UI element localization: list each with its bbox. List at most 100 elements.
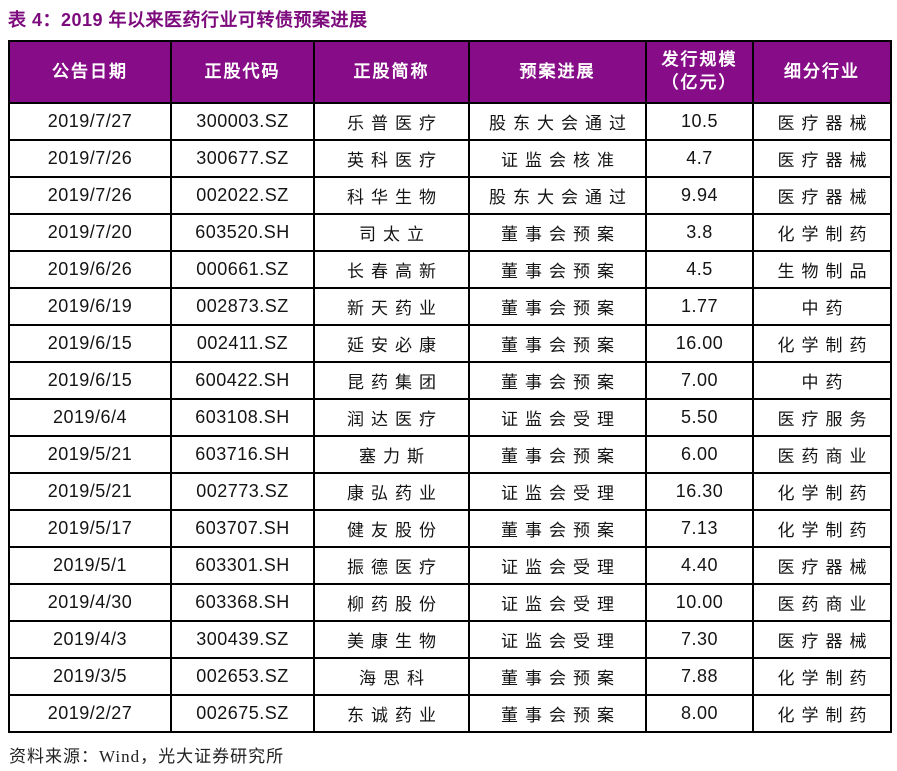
table-row: 2019/2/27 002675.SZ 东诚药业 董事会预案 8.00 化学制药 xyxy=(8,694,892,733)
cell-industry: 生物制品 xyxy=(752,250,892,289)
cell-stock-name: 英科医疗 xyxy=(313,139,470,178)
cell-progress: 董事会预案 xyxy=(468,324,647,363)
cell-progress: 证监会受理 xyxy=(468,583,647,622)
cell-stock-code: 300677.SZ xyxy=(170,139,315,178)
cell-announce-date: 2019/7/20 xyxy=(8,213,172,252)
table-header-row: 公告日期 正股代码 正股简称 预案进展 发行规模 （亿元） 细分行业 xyxy=(8,40,892,104)
cell-stock-name: 振德医疗 xyxy=(313,546,470,585)
cell-industry: 化学制药 xyxy=(752,324,892,363)
cell-announce-date: 2019/4/30 xyxy=(8,583,172,622)
cell-stock-name: 乐普医疗 xyxy=(313,102,470,141)
cell-stock-code: 603108.SH xyxy=(170,398,315,437)
cell-industry: 医药商业 xyxy=(752,435,892,474)
cell-progress: 董事会预案 xyxy=(468,287,647,326)
cell-stock-name: 美康生物 xyxy=(313,620,470,659)
cell-announce-date: 2019/4/3 xyxy=(8,620,172,659)
cell-industry: 化学制药 xyxy=(752,657,892,696)
cell-issue-scale: 7.00 xyxy=(645,361,754,400)
table-row: 2019/4/3 300439.SZ 美康生物 证监会受理 7.30 医疗器械 xyxy=(8,620,892,659)
table-row: 2019/6/26 000661.SZ 长春高新 董事会预案 4.5 生物制品 xyxy=(8,250,892,289)
cell-announce-date: 2019/7/26 xyxy=(8,139,172,178)
cell-stock-name: 健友股份 xyxy=(313,509,470,548)
cell-progress: 董事会预案 xyxy=(468,435,647,474)
cell-progress: 董事会预案 xyxy=(468,213,647,252)
cell-stock-name: 延安必康 xyxy=(313,324,470,363)
cell-announce-date: 2019/5/21 xyxy=(8,472,172,511)
cell-progress: 证监会受理 xyxy=(468,398,647,437)
cell-progress: 董事会预案 xyxy=(468,509,647,548)
cell-issue-scale: 10.00 xyxy=(645,583,754,622)
cell-issue-scale: 9.94 xyxy=(645,176,754,215)
convertible-bond-table: 公告日期 正股代码 正股简称 预案进展 发行规模 （亿元） 细分行业 2019/7/27 30… xyxy=(8,40,892,733)
cell-industry: 医疗器械 xyxy=(752,620,892,659)
table-row: 2019/6/15 002411.SZ 延安必康 董事会预案 16.00 化学制药 xyxy=(8,324,892,363)
cell-issue-scale: 4.40 xyxy=(645,546,754,585)
cell-announce-date: 2019/7/26 xyxy=(8,176,172,215)
column-header: 发行规模 （亿元） xyxy=(645,40,754,104)
cell-announce-date: 2019/2/27 xyxy=(8,694,172,733)
table-row: 2019/7/26 002022.SZ 科华生物 股东大会通过 9.94 医疗器械 xyxy=(8,176,892,215)
cell-progress: 董事会预案 xyxy=(468,361,647,400)
cell-issue-scale: 16.00 xyxy=(645,324,754,363)
cell-announce-date: 2019/5/21 xyxy=(8,435,172,474)
cell-stock-name: 润达医疗 xyxy=(313,398,470,437)
cell-progress: 证监会受理 xyxy=(468,546,647,585)
cell-issue-scale: 7.30 xyxy=(645,620,754,659)
cell-stock-name: 塞力斯 xyxy=(313,435,470,474)
cell-stock-code: 603368.SH xyxy=(170,583,315,622)
table-row: 2019/5/17 603707.SH 健友股份 董事会预案 7.13 化学制药 xyxy=(8,509,892,548)
cell-issue-scale: 10.5 xyxy=(645,102,754,141)
cell-issue-scale: 6.00 xyxy=(645,435,754,474)
column-header: 正股简称 xyxy=(313,40,470,104)
table-row: 2019/6/15 600422.SH 昆药集团 董事会预案 7.00 中药 xyxy=(8,361,892,400)
cell-announce-date: 2019/6/4 xyxy=(8,398,172,437)
table-row: 2019/6/4 603108.SH 润达医疗 证监会受理 5.50 医疗服务 xyxy=(8,398,892,437)
cell-stock-name: 东诚药业 xyxy=(313,694,470,733)
cell-progress: 董事会预案 xyxy=(468,250,647,289)
cell-stock-name: 康弘药业 xyxy=(313,472,470,511)
cell-stock-name: 司太立 xyxy=(313,213,470,252)
cell-stock-code: 603520.SH xyxy=(170,213,315,252)
cell-issue-scale: 7.13 xyxy=(645,509,754,548)
table-body: 2019/7/27 300003.SZ 乐普医疗 股东大会通过 10.5 医疗器械 2019… xyxy=(8,102,892,733)
cell-issue-scale: 4.7 xyxy=(645,139,754,178)
table-row: 2019/5/21 002773.SZ 康弘药业 证监会受理 16.30 化学制药 xyxy=(8,472,892,511)
cell-industry: 医疗器械 xyxy=(752,139,892,178)
column-header: 正股代码 xyxy=(170,40,315,104)
cell-industry: 医药商业 xyxy=(752,583,892,622)
cell-issue-scale: 4.5 xyxy=(645,250,754,289)
cell-stock-name: 昆药集团 xyxy=(313,361,470,400)
cell-stock-name: 海思科 xyxy=(313,657,470,696)
cell-industry: 医疗器械 xyxy=(752,176,892,215)
cell-industry: 化学制药 xyxy=(752,509,892,548)
cell-progress: 证监会受理 xyxy=(468,620,647,659)
cell-issue-scale: 8.00 xyxy=(645,694,754,733)
cell-stock-code: 300003.SZ xyxy=(170,102,315,141)
table-row: 2019/3/5 002653.SZ 海思科 董事会预案 7.88 化学制药 xyxy=(8,657,892,696)
cell-industry: 医疗服务 xyxy=(752,398,892,437)
column-header: 细分行业 xyxy=(752,40,892,104)
cell-industry: 中药 xyxy=(752,287,892,326)
column-header: 预案进展 xyxy=(468,40,647,104)
table-row: 2019/7/20 603520.SH 司太立 董事会预案 3.8 化学制药 xyxy=(8,213,892,252)
cell-issue-scale: 1.77 xyxy=(645,287,754,326)
cell-industry: 化学制药 xyxy=(752,694,892,733)
cell-stock-code: 603707.SH xyxy=(170,509,315,548)
cell-progress: 股东大会通过 xyxy=(468,102,647,141)
cell-stock-name: 长春高新 xyxy=(313,250,470,289)
cell-stock-name: 新天药业 xyxy=(313,287,470,326)
cell-announce-date: 2019/5/1 xyxy=(8,546,172,585)
cell-announce-date: 2019/6/19 xyxy=(8,287,172,326)
cell-stock-code: 603301.SH xyxy=(170,546,315,585)
cell-announce-date: 2019/6/15 xyxy=(8,361,172,400)
table-row: 2019/5/21 603716.SH 塞力斯 董事会预案 6.00 医药商业 xyxy=(8,435,892,474)
cell-stock-code: 002773.SZ xyxy=(170,472,315,511)
cell-stock-code: 002022.SZ xyxy=(170,176,315,215)
cell-stock-code: 002411.SZ xyxy=(170,324,315,363)
cell-stock-code: 000661.SZ xyxy=(170,250,315,289)
cell-stock-code: 002653.SZ xyxy=(170,657,315,696)
cell-industry: 化学制药 xyxy=(752,472,892,511)
cell-stock-code: 002675.SZ xyxy=(170,694,315,733)
cell-industry: 医疗器械 xyxy=(752,546,892,585)
